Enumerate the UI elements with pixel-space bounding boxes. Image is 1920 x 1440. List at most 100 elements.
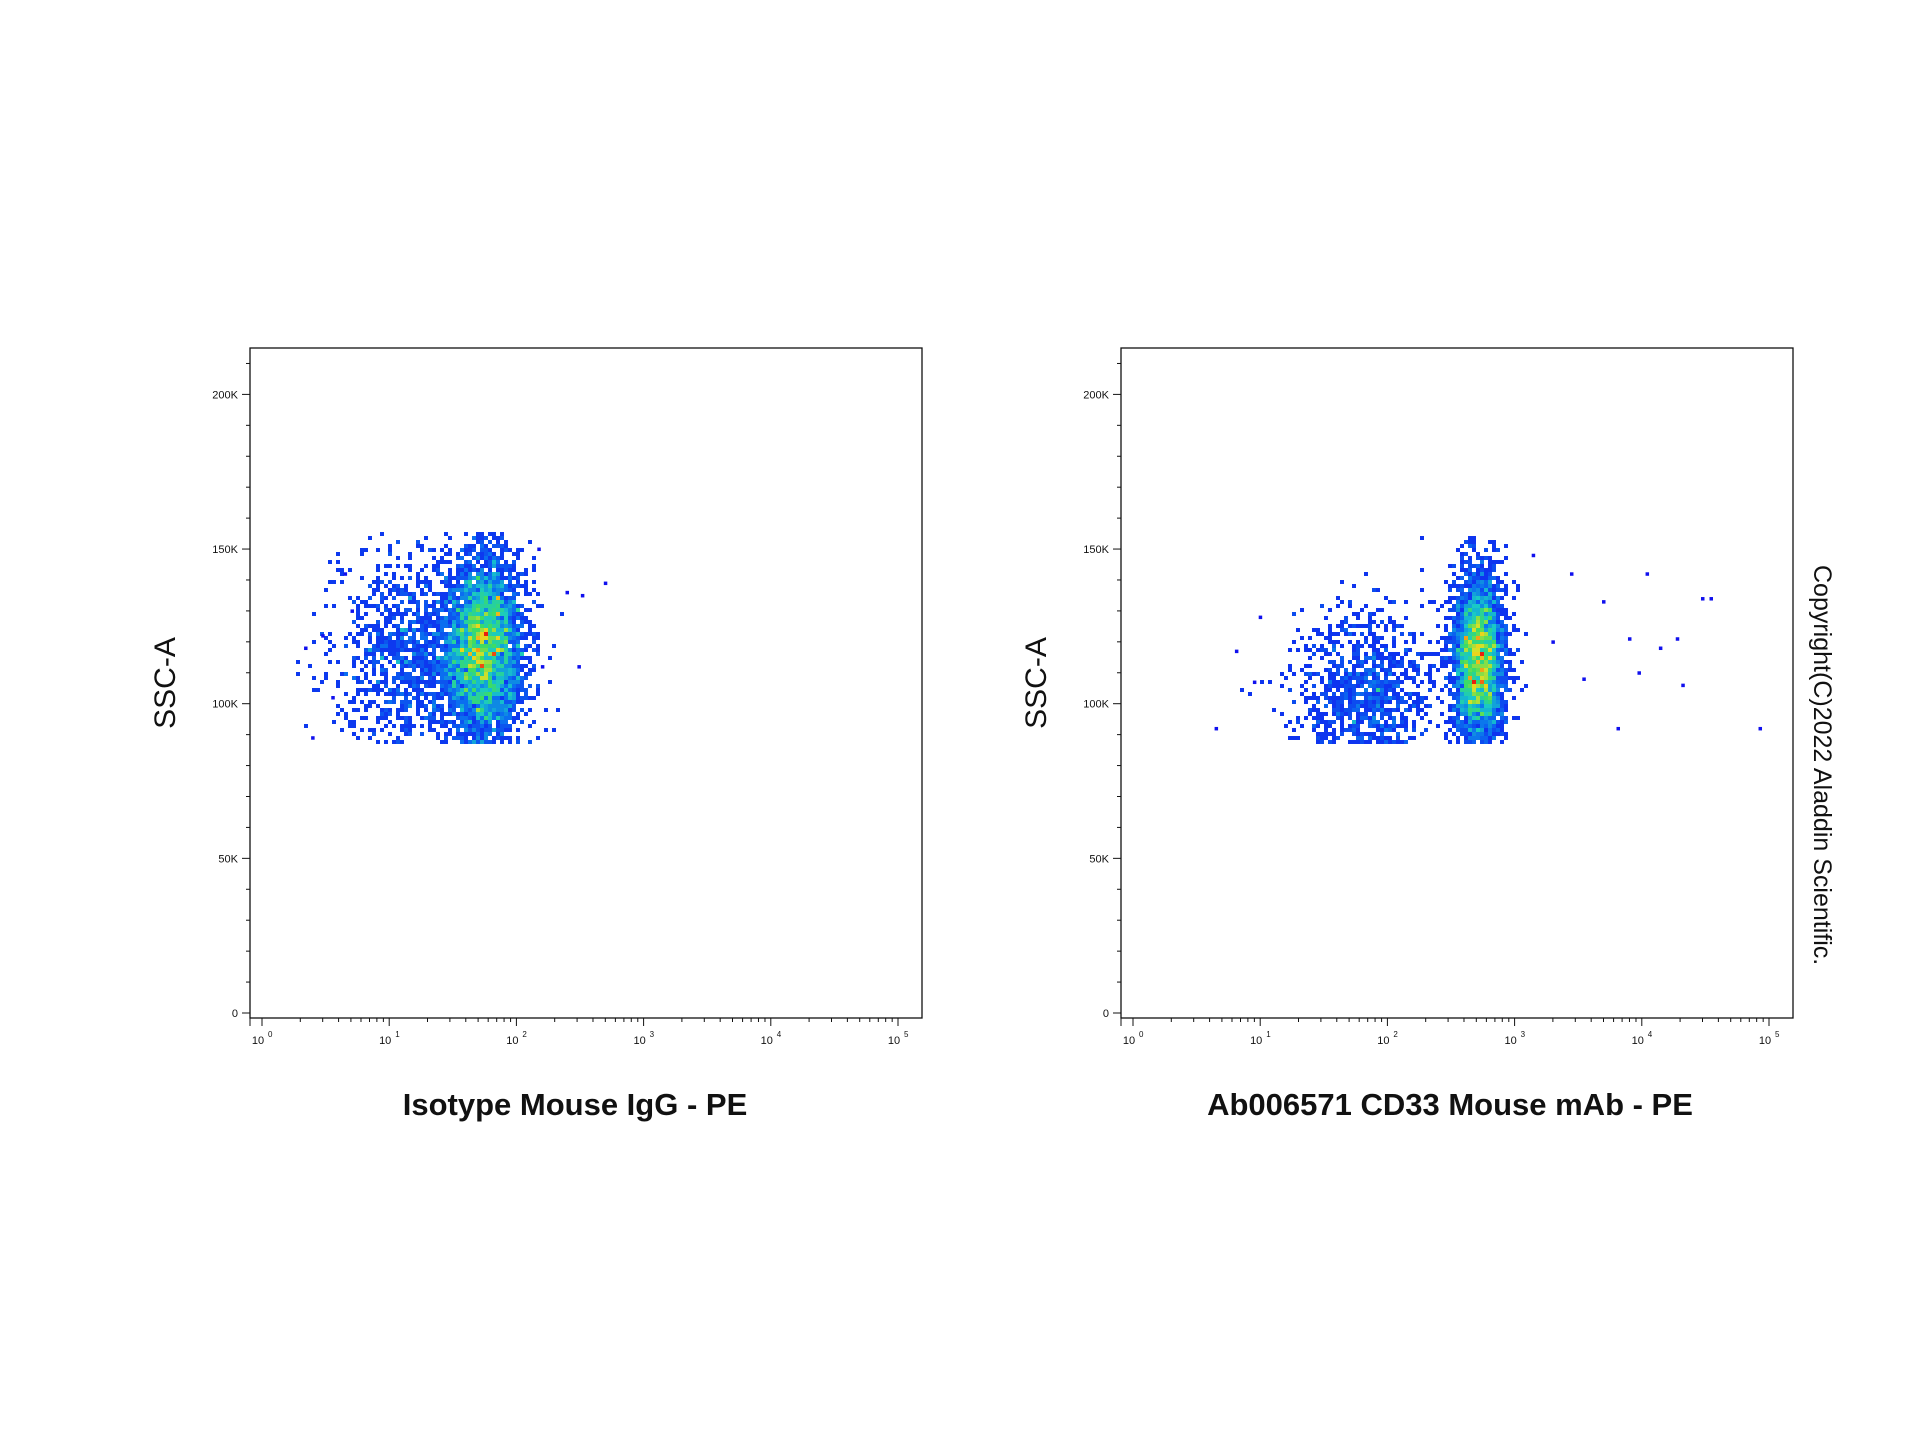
density-cell xyxy=(1492,624,1496,628)
density-cell xyxy=(420,616,424,620)
density-cell xyxy=(1416,664,1420,668)
density-cell xyxy=(1492,592,1496,596)
density-cell xyxy=(1408,708,1412,712)
outlier-point xyxy=(331,696,335,700)
density-cell xyxy=(440,556,444,560)
density-cell xyxy=(1384,648,1388,652)
density-cell xyxy=(1440,648,1444,652)
density-cell xyxy=(436,608,440,612)
outlier-point xyxy=(1582,677,1586,681)
density-cell xyxy=(460,564,464,568)
density-cell xyxy=(424,628,428,632)
density-cell xyxy=(404,656,408,660)
density-cell xyxy=(1512,612,1516,616)
density-cell xyxy=(388,580,392,584)
density-cell xyxy=(468,740,472,744)
density-cell xyxy=(1516,648,1520,652)
density-cell xyxy=(1444,628,1448,632)
density-cell xyxy=(492,624,496,628)
density-cell xyxy=(1488,700,1492,704)
density-cell xyxy=(1428,680,1432,684)
density-cell xyxy=(456,688,460,692)
density-cell xyxy=(1400,664,1404,668)
density-cell xyxy=(460,712,464,716)
density-cell xyxy=(492,668,496,672)
density-cell xyxy=(448,720,452,724)
density-cell xyxy=(1464,620,1468,624)
density-cell xyxy=(496,620,500,624)
density-cell xyxy=(484,636,488,640)
density-cell xyxy=(1472,692,1476,696)
density-cell xyxy=(468,548,472,552)
density-cell xyxy=(408,568,412,572)
density-cell xyxy=(1484,600,1488,604)
density-cell xyxy=(1460,644,1464,648)
density-cell xyxy=(1404,616,1408,620)
density-cell xyxy=(1484,736,1488,740)
density-cell xyxy=(524,608,528,612)
density-cell xyxy=(452,624,456,628)
density-cell xyxy=(1480,576,1484,580)
density-cell xyxy=(468,588,472,592)
density-cell xyxy=(400,724,404,728)
density-cell xyxy=(476,552,480,556)
density-cell xyxy=(1488,696,1492,700)
density-cell xyxy=(1452,584,1456,588)
density-cell xyxy=(380,532,384,536)
density-cell xyxy=(348,568,352,572)
density-cell xyxy=(1392,708,1396,712)
density-cell xyxy=(496,652,500,656)
density-cell xyxy=(536,604,540,608)
density-cell xyxy=(416,652,420,656)
density-cell xyxy=(528,684,532,688)
density-cell xyxy=(508,548,512,552)
density-cell xyxy=(452,576,456,580)
density-cell xyxy=(524,648,528,652)
density-cell xyxy=(512,676,516,680)
density-cell xyxy=(1504,588,1508,592)
density-cell xyxy=(1488,708,1492,712)
density-cell xyxy=(1504,608,1508,612)
density-cell xyxy=(1504,704,1508,708)
density-cell xyxy=(1480,568,1484,572)
density-cell xyxy=(1364,668,1368,672)
density-cell xyxy=(1512,596,1516,600)
density-cell xyxy=(1504,572,1508,576)
density-cell xyxy=(536,652,540,656)
density-cell xyxy=(436,656,440,660)
density-cell xyxy=(416,620,420,624)
density-cell xyxy=(476,584,480,588)
density-cell xyxy=(1324,724,1328,728)
density-cell xyxy=(1464,596,1468,600)
density-cell xyxy=(1484,616,1488,620)
density-cell xyxy=(480,664,484,668)
density-cell xyxy=(1460,560,1464,564)
density-cell xyxy=(1380,700,1384,704)
density-cell xyxy=(432,684,436,688)
density-cell xyxy=(400,692,404,696)
density-cell xyxy=(1356,656,1360,660)
density-cell xyxy=(432,712,436,716)
density-cell xyxy=(1332,720,1336,724)
density-cell xyxy=(1452,604,1456,608)
density-cell xyxy=(460,700,464,704)
density-cell xyxy=(1356,736,1360,740)
density-cell xyxy=(528,620,532,624)
density-cell xyxy=(1404,720,1408,724)
density-cell xyxy=(468,716,472,720)
density-cell xyxy=(464,592,468,596)
density-cell xyxy=(1460,608,1464,612)
density-cell xyxy=(456,716,460,720)
density-cell xyxy=(1460,728,1464,732)
density-cell xyxy=(1464,604,1468,608)
density-cell xyxy=(1456,548,1460,552)
density-cell xyxy=(1444,720,1448,724)
density-cell xyxy=(1360,740,1364,744)
density-cell xyxy=(500,680,504,684)
density-cell xyxy=(1372,652,1376,656)
density-cell xyxy=(1400,672,1404,676)
density-cell xyxy=(1488,652,1492,656)
density-cell xyxy=(1488,592,1492,596)
density-cell xyxy=(472,584,476,588)
density-cell xyxy=(492,660,496,664)
